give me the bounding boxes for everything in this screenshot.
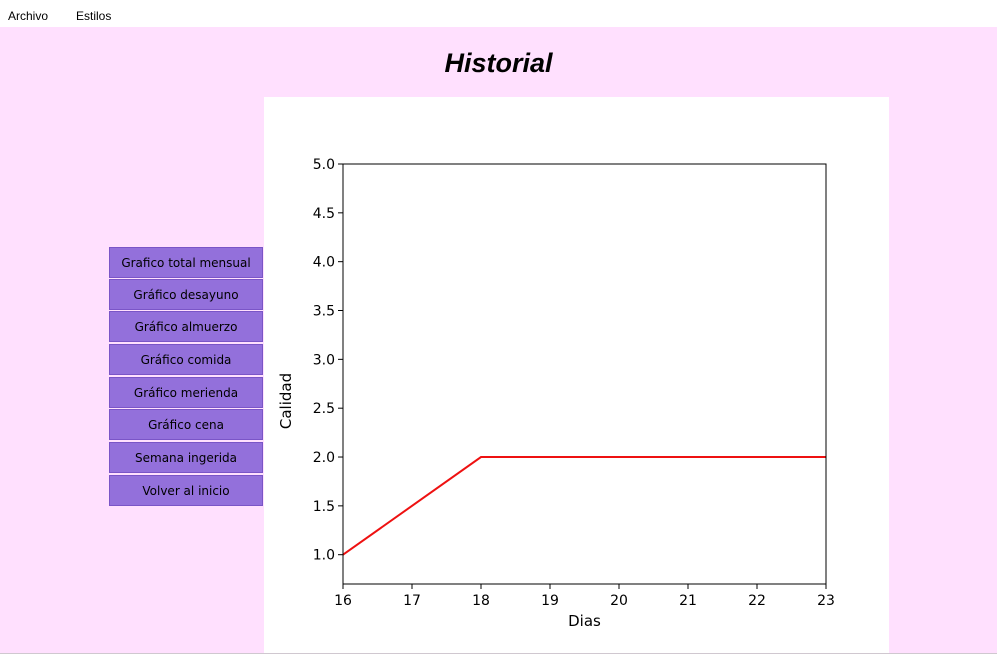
y-tick-label: 4.0 bbox=[313, 255, 335, 271]
y-tick-label: 2.0 bbox=[313, 450, 335, 466]
monthly-total-chart-button[interactable]: Grafico total mensual bbox=[109, 247, 263, 278]
plot-frame bbox=[342, 163, 827, 585]
chart-panel: 1.0 1.5 2.0 2.5 3.0 3.5 4.0 4.5 5.0 16 17 18 19 20 21… bbox=[264, 97, 889, 656]
x-tick-label: 18 bbox=[472, 593, 490, 609]
line-chart: 1.0 1.5 2.0 2.5 3.0 3.5 4.0 4.5 5.0 16 17 18 19 20 21… bbox=[277, 157, 835, 630]
breakfast-chart-button[interactable]: Gráfico desayuno bbox=[109, 279, 263, 310]
snack-chart-button[interactable]: Gráfico merienda bbox=[109, 377, 263, 408]
x-tick-label: 21 bbox=[679, 593, 697, 609]
x-tick-label: 16 bbox=[334, 593, 352, 609]
menu-estilos[interactable]: Estilos bbox=[76, 9, 112, 23]
chart-series bbox=[342, 456, 826, 556]
y-tick-label: 3.0 bbox=[313, 352, 335, 368]
x-axis-label: Dias bbox=[568, 612, 601, 630]
series-line bbox=[342, 456, 826, 556]
y-tick-label: 3.5 bbox=[313, 304, 335, 320]
dinner-chart-button[interactable]: Gráfico cena bbox=[109, 409, 263, 440]
x-tick-label: 22 bbox=[748, 593, 766, 609]
menu-bar: Archivo Estilos bbox=[0, 0, 997, 27]
y-tick-label: 1.0 bbox=[313, 548, 335, 564]
page-title: Historial bbox=[444, 48, 553, 78]
y-tick-label: 4.5 bbox=[313, 206, 335, 222]
x-axis-ticks: 16 17 18 19 20 21 22 23 bbox=[334, 584, 835, 609]
window-bottom-edge bbox=[0, 653, 997, 656]
x-tick-label: 23 bbox=[817, 593, 835, 609]
x-tick-label: 17 bbox=[403, 593, 421, 609]
x-tick-label: 19 bbox=[541, 593, 559, 609]
y-tick-label: 2.5 bbox=[313, 401, 335, 417]
meal-chart-button[interactable]: Gráfico comida bbox=[109, 344, 263, 375]
y-tick-label: 1.5 bbox=[313, 499, 335, 515]
y-tick-label: 5.0 bbox=[313, 157, 335, 173]
lunch-chart-button[interactable]: Gráfico almuerzo bbox=[109, 311, 263, 342]
y-axis-label: Calidad bbox=[277, 373, 295, 429]
y-axis-ticks: 1.0 1.5 2.0 2.5 3.0 3.5 4.0 4.5 5.0 bbox=[313, 157, 343, 564]
weekly-intake-button[interactable]: Semana ingerida bbox=[109, 442, 263, 473]
menu-archivo[interactable]: Archivo bbox=[8, 9, 49, 23]
x-tick-label: 20 bbox=[610, 593, 628, 609]
back-to-home-button[interactable]: Volver al inicio bbox=[109, 475, 263, 506]
